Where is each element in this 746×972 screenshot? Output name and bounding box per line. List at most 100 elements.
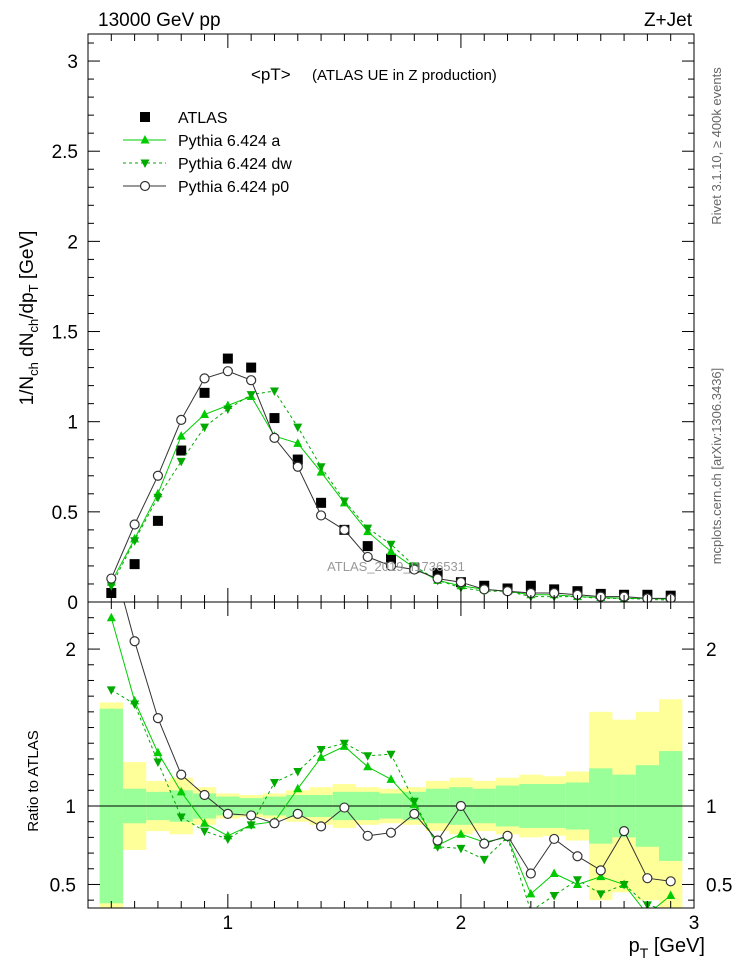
series-0-point-12: [386, 553, 396, 564]
ratio-series-0-point-2: [153, 747, 163, 757]
series-3-point-2: [152, 470, 164, 481]
ratio-series-2-point-10: [339, 802, 350, 813]
rivet-label: Rivet 3.1.10, ≥ 400k events: [709, 67, 724, 225]
series-0-point-14: [432, 568, 443, 579]
series-2-point-2: [153, 493, 163, 503]
series-3-point-11: [362, 551, 373, 563]
ratio-series-2-point-17: [502, 830, 513, 841]
legend-marker-1: [140, 135, 150, 144]
series-3-point-12: [385, 560, 397, 572]
ratio-series-2-point-6: [246, 810, 257, 821]
main-y-tick-label: 2: [67, 232, 78, 253]
ratio-series-0-point-8: [293, 783, 303, 793]
series-2-point-8: [293, 423, 303, 433]
ratio-series-2-point-0: [107, 550, 116, 559]
series-2-point-0: [106, 582, 116, 591]
main-y-tick-label: 0: [67, 593, 78, 614]
main-y-tick-label: 2.5: [52, 142, 78, 163]
ratio-series-2-point-2: [152, 713, 164, 724]
ratio-series-0-point-3: [176, 786, 186, 796]
series-2-point-10: [339, 497, 349, 507]
ratio-series-0-point-23: [643, 909, 652, 918]
series-2-point-3: [176, 457, 186, 467]
ylabel-part-b: ch: [26, 362, 41, 376]
series-3-point-15: [455, 577, 467, 588]
ratio-series-2-point-21: [595, 865, 606, 876]
ratio-series-2-point-13: [409, 808, 420, 819]
series-3-point-13: [409, 564, 420, 575]
ratio-series-2-point-5: [222, 808, 233, 819]
ratio-series-0-point-0: [106, 612, 116, 622]
legend-label-3: Pythia 6.424 p0: [178, 179, 289, 196]
series-3-point-17: [502, 586, 513, 597]
ratio-series-0-point-4: [200, 818, 210, 827]
ratio-series-1-point-16: [479, 855, 489, 865]
ratio-series-2-point-1: [129, 636, 140, 647]
main-y-axis-label: 1/Nch dNch/dpT [GeV]: [17, 231, 41, 406]
ratio-series-0-point-18: [526, 888, 536, 898]
ylabel-part-a: 1/N: [17, 376, 38, 406]
series-0-point-9: [316, 497, 327, 508]
ratio-series-0-point-12: [386, 774, 396, 783]
ratio-series-0-point-15: [456, 829, 466, 838]
ratio-series-1-point-9: [316, 746, 326, 755]
ratio-series-1-point-4: [200, 827, 210, 837]
series-0-point-1: [129, 559, 140, 570]
ratio-series-line-0: [110, 617, 672, 908]
ratio-series-1-point-11: [363, 752, 373, 761]
legend: ATLAS Pythia 6.424 a Pythia 6.424 dw Pythia…: [123, 110, 292, 196]
series-1-point-12: [386, 546, 396, 556]
ratio-y-axis-label: Ratio to ATLAS: [25, 730, 42, 831]
x-tick-label: 2: [456, 913, 467, 934]
ratio-series-2-point-16: [479, 838, 490, 849]
series-3-point-9: [315, 510, 327, 521]
series-0-point-8: [292, 454, 303, 465]
xlabel-part-c: [GeV]: [648, 935, 705, 957]
series-0-point-2: [152, 515, 163, 526]
main-title: <pT>: [251, 65, 291, 84]
series-3-point-7: [269, 432, 280, 444]
ratio-y-tick-label-right: 1: [706, 797, 717, 818]
ratio-series-1-point-14: [433, 843, 443, 852]
ratio-ticks: 0.5 0.5 1 1 2 2 1 2 3: [50, 602, 732, 934]
ratio-y-tick-label: 0.5: [50, 875, 76, 896]
header-left: 13000 GeV pp: [98, 10, 221, 31]
ratio-series-2-point-7: [269, 818, 280, 829]
ratio-series-2-point-22: [618, 826, 630, 837]
ratio-series-0-point-11: [363, 761, 373, 771]
ratio-y-tick-label: 2: [65, 640, 76, 661]
ratio-series-2-point-11: [362, 830, 373, 841]
ratio-series-0-point-19: [549, 868, 559, 877]
series-3-point-5: [222, 366, 233, 377]
ratio-series-1-point-15: [456, 844, 466, 854]
series-3-point-4: [199, 373, 210, 384]
ylabel-part-f: T: [26, 284, 41, 292]
series-0-point-6: [246, 362, 257, 373]
ratio-series-2-point-18: [525, 868, 536, 879]
series-3-point-6: [246, 375, 257, 386]
ratio-y-tick-label-right: 2: [706, 640, 717, 661]
ratio-series-1-point-21: [596, 890, 606, 899]
ratio-series-1-point-3: [176, 813, 186, 822]
series-3-point-1: [129, 519, 140, 530]
series-1-point-3: [176, 431, 186, 440]
ratio-panel: 0.5 0.5 1 1 2 2 1 2 3 Ratio to ATLAS pT [GeV]: [25, 550, 732, 961]
series-1-point-4: [200, 409, 210, 418]
ratio-series-2-point-14: [432, 835, 443, 846]
series-0-point-0: [106, 587, 117, 598]
ratio-series-1-point-19: [549, 891, 559, 901]
ratio-series-1-point-22: [619, 880, 629, 890]
legend-marker-3: [139, 180, 151, 192]
ratio-y-tick-label-right: 0.5: [706, 875, 732, 896]
series-3-point-0: [106, 573, 117, 584]
header-right: Z+Jet: [644, 10, 693, 31]
ylabel-part-g: [GeV]: [17, 231, 38, 285]
main-y-tick-label: 1.5: [52, 323, 78, 344]
ratio-series-1-point-0: [106, 686, 116, 695]
ratio-series-2-point-9: [315, 821, 327, 832]
legend-label-2: Pythia 6.424 dw: [178, 156, 292, 173]
ratio-series-1-point-5: [223, 835, 233, 844]
ratio-series-1-point-2: [153, 758, 163, 768]
series-3-point-14: [432, 573, 443, 584]
